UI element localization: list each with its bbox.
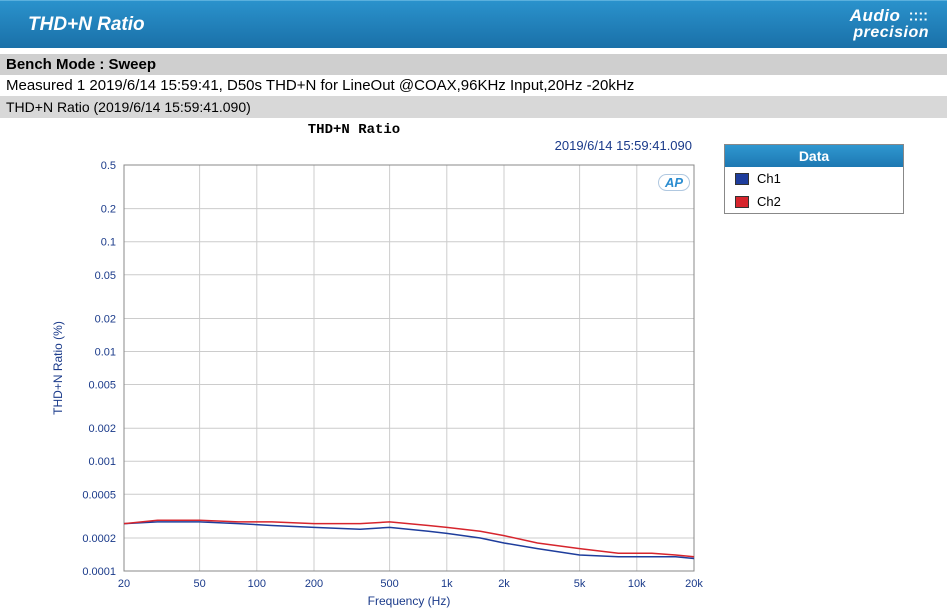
brand-logo: Audio ▪▪▪▪▪▪▪▪ precision [850, 8, 929, 40]
svg-text:0.005: 0.005 [88, 380, 116, 392]
measured-line: Measured 1 2019/6/14 15:59:41, D50s THD+… [0, 75, 947, 96]
svg-text:0.05: 0.05 [95, 270, 116, 282]
subtitle-bar: THD+N Ratio (2019/6/14 15:59:41.090) [0, 96, 947, 118]
legend-label: Ch1 [757, 171, 781, 186]
content-row: THD+N Ratio 2019/6/14 15:59:41.090 20 50 1… [0, 118, 947, 613]
brand-dots-icon: ▪▪▪▪▪▪▪▪ [910, 11, 929, 23]
chart-container: THD+N Ratio 2019/6/14 15:59:41.090 20 50 1… [2, 118, 706, 613]
svg-text:0.0002: 0.0002 [82, 533, 116, 545]
svg-text:0.5: 0.5 [101, 160, 116, 172]
svg-text:0.02: 0.02 [95, 313, 116, 325]
svg-text:0.1: 0.1 [101, 237, 116, 249]
legend-swatch [735, 196, 749, 208]
brand-line2: precision [853, 24, 929, 41]
svg-text:2k: 2k [498, 578, 510, 590]
svg-text:20: 20 [118, 578, 130, 590]
svg-text:0.001: 0.001 [88, 456, 116, 468]
ap-badge-icon: AP [658, 174, 690, 191]
brand-line1: Audio [850, 6, 901, 25]
legend-label: Ch2 [757, 194, 781, 209]
svg-text:1k: 1k [441, 578, 453, 590]
legend-items: Ch1 Ch2 [725, 167, 903, 213]
title-bar: THD+N Ratio Audio ▪▪▪▪▪▪▪▪ precision [0, 0, 947, 48]
svg-text:500: 500 [380, 578, 398, 590]
svg-text:200: 200 [305, 578, 323, 590]
svg-text:0.002: 0.002 [88, 423, 116, 435]
chart-title: THD+N Ratio [2, 118, 706, 138]
legend-item: Ch2 [725, 190, 903, 213]
legend-box: Data Ch1 Ch2 [724, 144, 904, 214]
page-title: THD+N Ratio [28, 14, 145, 36]
svg-text:20k: 20k [685, 578, 703, 590]
chart-plot: 20 50 100 200 500 1k 2k 5k 10k 20k 0.0001 0.0002 0.0… [2, 153, 706, 613]
legend-swatch [735, 173, 749, 185]
svg-text:0.0001: 0.0001 [82, 566, 116, 578]
legend-header: Data [725, 145, 903, 167]
legend-item: Ch1 [725, 167, 903, 190]
chart-timestamp: 2019/6/14 15:59:41.090 [2, 138, 706, 153]
bench-mode-bar: Bench Mode : Sweep [0, 54, 947, 75]
meta-section: Bench Mode : Sweep Measured 1 2019/6/14 … [0, 48, 947, 118]
svg-text:100: 100 [248, 578, 266, 590]
svg-text:Frequency (Hz): Frequency (Hz) [368, 594, 451, 608]
svg-text:0.0005: 0.0005 [82, 489, 116, 501]
svg-text:0.01: 0.01 [95, 346, 116, 358]
svg-text:0.2: 0.2 [101, 204, 116, 216]
svg-text:THD+N Ratio (%): THD+N Ratio (%) [51, 321, 65, 415]
svg-text:10k: 10k [628, 578, 646, 590]
svg-text:50: 50 [193, 578, 205, 590]
svg-text:5k: 5k [574, 578, 586, 590]
